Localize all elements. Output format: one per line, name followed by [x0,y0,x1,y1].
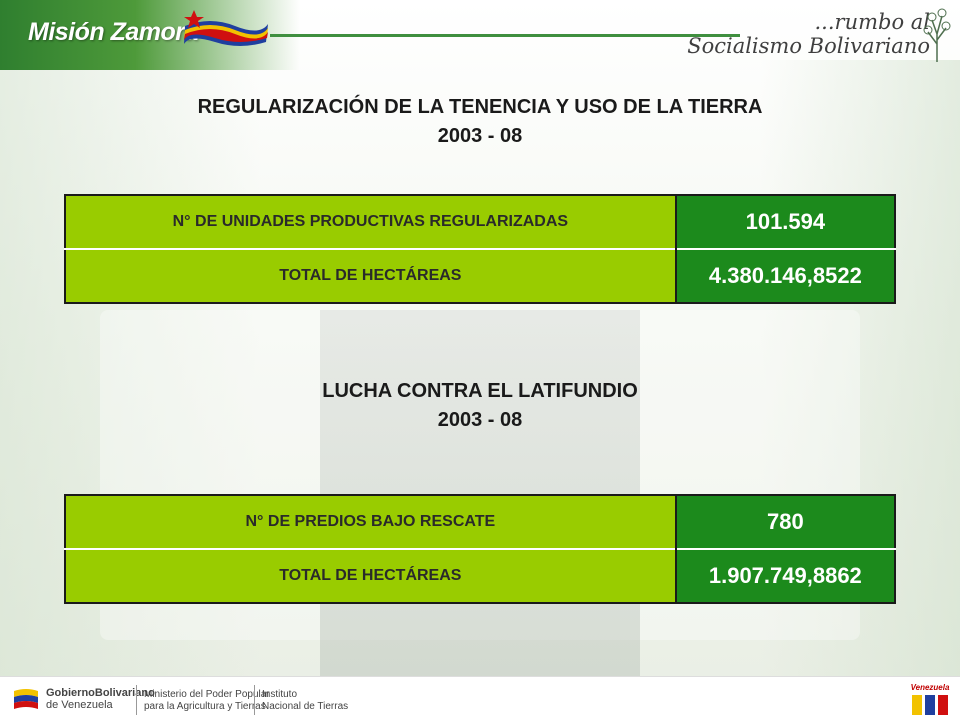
ministry-line1: Ministerio del Poder Popular [144,689,270,700]
section1-title-block: REGULARIZACIÓN DE LA TENENCIA Y USO DE L… [0,96,960,148]
footer: GobiernoBolivariano de Venezuela Ministe… [0,676,960,721]
ministry-label: Ministerio del Poder Popular para la Agr… [144,689,270,713]
section1-title: REGULARIZACIÓN DE LA TENENCIA Y USO DE L… [197,96,763,118]
footer-separator [136,685,137,715]
slogan-line1: ...rumbo al [814,10,931,34]
section1-period: 2003 - 08 [437,125,523,147]
venezuela-logo-text: Venezuela [910,683,950,692]
header-divider-line [270,34,740,37]
venezuela-logo-icon [912,695,948,715]
table-row: TOTAL DE HECTÁREAS 1.907.749,8862 [65,548,895,604]
row-label: TOTAL DE HECTÁREAS [65,548,677,604]
footer-separator [254,685,255,715]
row-value: 1.907.749,8862 [675,549,895,604]
institute-line2: Nacional de Tierras [262,701,349,712]
tree-silhouette-icon [923,8,951,62]
gov-line1: GobiernoBolivariano [46,687,155,699]
row-value: 780 [675,494,895,550]
section2-period: 2003 - 08 [437,409,523,431]
slogan-line2: Socialismo Bolivariano [687,34,930,58]
header: Misión Zamora ...rumbo al Socialismo Bol… [0,0,960,70]
row-label: N° DE PREDIOS BAJO RESCATE [65,494,677,549]
row-value: 4.380.146,8522 [675,249,895,304]
section1-table: N° DE UNIDADES PRODUCTIVAS REGULARIZADAS… [64,194,896,304]
section2-title-block: LUCHA CONTRA EL LATIFUNDIO 2003 - 08 [0,380,960,432]
flag-emblem-icon [184,10,268,46]
institute-line1: Instituto [262,689,298,700]
table-row: N° DE UNIDADES PRODUCTIVAS REGULARIZADAS… [65,194,895,250]
row-label: N° DE UNIDADES PRODUCTIVAS REGULARIZADAS [65,194,677,249]
ministry-line2: para la Agricultura y Tierras [144,701,266,712]
gov-label: GobiernoBolivariano de Venezuela [46,687,155,711]
slogan: ...rumbo al Socialismo Bolivariano [687,10,930,58]
section2-title: LUCHA CONTRA EL LATIFUNDIO [322,380,638,402]
venezuela-flag-icon [14,689,38,709]
table-row: N° DE PREDIOS BAJO RESCATE 780 [65,494,895,550]
section2-table: N° DE PREDIOS BAJO RESCATE 780 TOTAL DE … [64,494,896,604]
gov-line2: de Venezuela [46,699,113,711]
row-label: TOTAL DE HECTÁREAS [65,248,677,304]
brand-name: Misión Zamora [28,18,198,46]
table-row: TOTAL DE HECTÁREAS 4.380.146,8522 [65,248,895,304]
institute-label: Instituto Nacional de Tierras [262,689,348,713]
row-value: 101.594 [675,194,895,250]
